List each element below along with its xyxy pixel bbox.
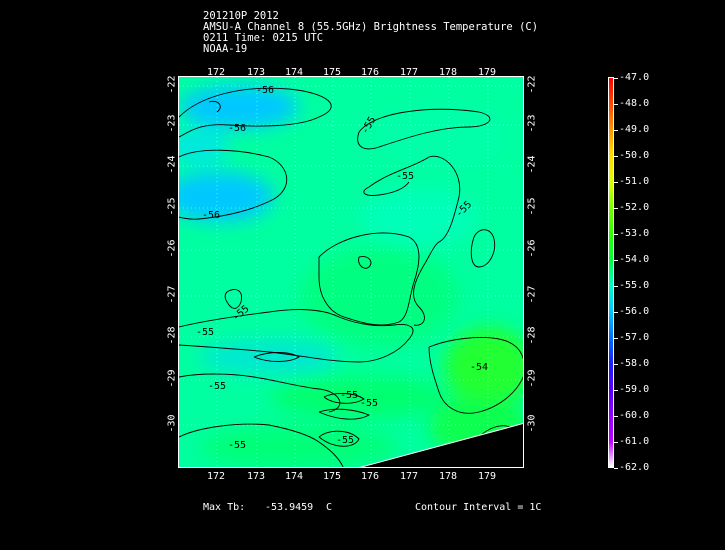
contour-label: -55 xyxy=(228,440,247,451)
map-grid xyxy=(179,77,523,467)
max-tb-label: Max Tb: xyxy=(203,502,246,513)
colorbar-tick xyxy=(614,364,618,365)
latitude-label: -27 xyxy=(526,285,538,304)
latitude-label: -26 xyxy=(526,239,538,258)
longitude-label: 176 xyxy=(361,471,380,482)
longitude-label: 172 xyxy=(207,67,226,78)
contour-label: -55 xyxy=(336,435,355,446)
contour-label: -55 xyxy=(208,381,227,392)
longitude-label: 178 xyxy=(439,471,458,482)
longitude-label: 176 xyxy=(361,67,380,78)
brightness-temperature-map xyxy=(178,76,524,468)
contour-label: -56 xyxy=(228,123,247,134)
latitude-label: -24 xyxy=(166,155,178,174)
header-line-1: 201210P 2012 xyxy=(203,10,279,22)
header-line-4: NOAA-19 xyxy=(203,43,248,55)
colorbar-label: -59.0 xyxy=(619,384,650,395)
contour-label: -56 xyxy=(256,85,275,96)
latitude-label: -30 xyxy=(526,414,538,433)
longitude-label: 179 xyxy=(478,67,497,78)
colorbar-label: -48.0 xyxy=(619,98,650,109)
header-line-2: AMSU-A Channel 8 (55.5GHz) Brightness Te… xyxy=(203,21,539,33)
colorbar-label: -53.0 xyxy=(619,228,650,239)
colorbar-tick xyxy=(614,312,618,313)
colorbar-label: -61.0 xyxy=(619,436,650,447)
colorbar-label: -47.0 xyxy=(619,72,650,83)
longitude-label: 179 xyxy=(478,471,497,482)
contour-label: -54 xyxy=(470,362,489,373)
latitude-label: -27 xyxy=(166,285,178,304)
latitude-label: -23 xyxy=(166,114,178,133)
no-data-edge xyxy=(359,423,523,467)
latitude-label: -28 xyxy=(526,326,538,345)
contour-label: -55 xyxy=(196,327,215,338)
colorbar-label: -50.0 xyxy=(619,150,650,161)
colorbar-label: -62.0 xyxy=(619,462,650,473)
colorbar-label: -58.0 xyxy=(619,358,650,369)
longitude-label: 172 xyxy=(207,471,226,482)
colorbar-tick xyxy=(614,338,618,339)
header: 201210P 2012 AMSU-A Channel 8 (55.5GHz) B… xyxy=(203,11,538,55)
colorbar-tick xyxy=(614,286,618,287)
contour-label: -55 xyxy=(340,390,359,401)
colorbar-tick xyxy=(614,390,618,391)
max-tb-unit: C xyxy=(326,502,333,513)
latitude-label: -25 xyxy=(166,197,178,216)
colorbar-label: -55.0 xyxy=(619,280,650,291)
longitude-label: 177 xyxy=(400,471,419,482)
latitude-label: -30 xyxy=(166,414,178,433)
colorbar-tick xyxy=(614,156,618,157)
longitude-label: 177 xyxy=(400,67,419,78)
latitude-label: -23 xyxy=(526,114,538,133)
colorbar-label: -57.0 xyxy=(619,332,650,343)
longitude-label: 173 xyxy=(247,67,266,78)
latitude-label: -26 xyxy=(166,239,178,258)
longitude-label: 174 xyxy=(285,471,304,482)
contour-label: -55 xyxy=(396,171,415,182)
colorbar-label: -54.0 xyxy=(619,254,650,265)
contour-label: -56 xyxy=(202,210,221,221)
contour-label: -55 xyxy=(360,398,379,409)
colorbar-tick xyxy=(614,182,618,183)
colorbar-tick xyxy=(614,468,618,469)
colorbar-label: -51.0 xyxy=(619,176,650,187)
contour-lines xyxy=(179,87,523,467)
colorbar-tick xyxy=(614,416,618,417)
colorbar-label: -52.0 xyxy=(619,202,650,213)
header-line-3: 0211 Time: 0215 UTC xyxy=(203,32,324,44)
colorbar-label: -49.0 xyxy=(619,124,650,135)
longitude-label: 174 xyxy=(285,67,304,78)
colorbar xyxy=(608,77,614,468)
colorbar-label: -60.0 xyxy=(619,410,650,421)
colorbar-tick xyxy=(614,234,618,235)
map-svg xyxy=(179,77,523,467)
colorbar-tick xyxy=(614,130,618,131)
colorbar-tick xyxy=(614,78,618,79)
longitude-label: 175 xyxy=(323,67,342,78)
longitude-label: 178 xyxy=(439,67,458,78)
colorbar-label: -56.0 xyxy=(619,306,650,317)
colorbar-tick xyxy=(614,260,618,261)
latitude-label: -25 xyxy=(526,197,538,216)
latitude-label: -24 xyxy=(526,155,538,174)
longitude-label: 175 xyxy=(323,471,342,482)
latitude-label: -28 xyxy=(166,326,178,345)
colorbar-tick xyxy=(614,208,618,209)
latitude-label: -29 xyxy=(526,369,538,388)
latitude-label: -22 xyxy=(166,75,178,94)
longitude-label: 173 xyxy=(247,471,266,482)
max-tb-value: -53.9459 xyxy=(265,502,314,513)
colorbar-tick xyxy=(614,442,618,443)
latitude-label: -29 xyxy=(166,369,178,388)
colorbar-tick xyxy=(614,104,618,105)
contour-interval: Contour Interval = 1C xyxy=(415,502,542,513)
latitude-label: -22 xyxy=(526,75,538,94)
